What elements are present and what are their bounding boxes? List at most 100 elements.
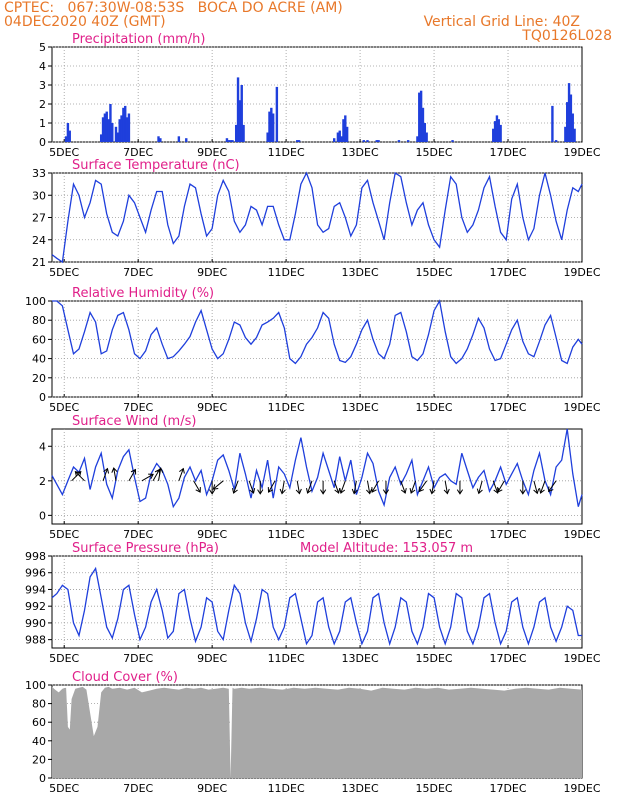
precip-bar bbox=[127, 113, 131, 142]
y-tick-label: 40 bbox=[32, 353, 46, 366]
precip-bar bbox=[101, 117, 105, 142]
precip-bar bbox=[234, 124, 238, 142]
wind-arrow bbox=[431, 480, 435, 494]
wind-arrow-head bbox=[103, 467, 110, 474]
wind-arrow bbox=[307, 480, 313, 494]
precip-bar bbox=[68, 130, 71, 142]
y-tick-label: 990 bbox=[25, 617, 46, 630]
y-tick-label: 100 bbox=[25, 679, 46, 692]
x-tick-label: 13DEC bbox=[342, 401, 379, 414]
y-tick-label: 996 bbox=[25, 567, 46, 580]
precip-bar bbox=[492, 128, 495, 142]
wind-arrow bbox=[233, 480, 239, 494]
wind-arrow-head bbox=[334, 488, 341, 494]
x-tick-label: 5DEC bbox=[49, 782, 79, 795]
precip-bar bbox=[567, 83, 571, 142]
y-tick-label: 0 bbox=[39, 509, 46, 522]
precip-bar bbox=[419, 90, 423, 142]
wind-arrow-head bbox=[111, 467, 118, 473]
x-tick-label: 11DEC bbox=[268, 266, 305, 279]
precip-bar bbox=[118, 119, 121, 142]
header-line1: CPTEC: 067:30W-08:53S BOCA DO ACRE (AM) bbox=[4, 0, 343, 16]
precip-bar bbox=[64, 136, 68, 142]
series-line bbox=[51, 428, 583, 509]
panel-subtitle: Model Altitude: 153.057 m bbox=[300, 541, 473, 556]
y-tick-label: 2 bbox=[39, 98, 46, 111]
y-tick-label: 988 bbox=[25, 634, 46, 647]
y-tick-label: 27 bbox=[32, 212, 46, 225]
x-tick-label: 17DEC bbox=[489, 782, 526, 795]
x-tick-label: 7DEC bbox=[123, 401, 153, 414]
precip-bar bbox=[451, 140, 454, 142]
wind-arrow bbox=[492, 480, 499, 494]
x-tick-label: 17DEC bbox=[489, 401, 526, 414]
x-tick-label: 7DEC bbox=[123, 266, 153, 279]
x-tick-label: 9DEC bbox=[197, 652, 227, 665]
precip-bar bbox=[416, 136, 419, 142]
precip-bar bbox=[423, 123, 427, 142]
wind-arrow bbox=[548, 480, 557, 492]
precip-bar bbox=[105, 111, 108, 142]
x-tick-label: 19DEC bbox=[563, 782, 600, 795]
precip-bar bbox=[111, 123, 114, 142]
precip-bar bbox=[497, 119, 500, 142]
wind-arrow bbox=[248, 480, 255, 494]
precip-bar bbox=[157, 136, 160, 142]
wind-arrow-head bbox=[418, 486, 425, 493]
panel-title: Surface Pressure (hPa) bbox=[72, 541, 219, 556]
wind-arrow bbox=[212, 480, 224, 490]
wind-arrow bbox=[333, 480, 340, 494]
x-tick-label: 17DEC bbox=[489, 528, 526, 541]
precip-bar bbox=[240, 85, 243, 142]
precip-bar bbox=[238, 100, 242, 142]
panel-title: Precipitation (mm/h) bbox=[72, 32, 205, 47]
wind-arrow-head bbox=[320, 489, 327, 495]
x-tick-label: 13DEC bbox=[342, 528, 379, 541]
precip-bar bbox=[493, 121, 497, 142]
wind-arrow-head bbox=[371, 487, 377, 493]
x-tick-label: 15DEC bbox=[416, 782, 453, 795]
wind-arrow bbox=[353, 480, 357, 494]
cloud-area bbox=[52, 686, 582, 778]
wind-arrow-head bbox=[533, 488, 540, 495]
y-tick-label: 4 bbox=[39, 60, 46, 73]
y-tick-label: 2 bbox=[39, 475, 46, 488]
x-tick-label: 11DEC bbox=[268, 652, 305, 665]
x-tick-label: 5DEC bbox=[49, 528, 79, 541]
wind-arrow-head bbox=[366, 488, 373, 495]
precip-bar bbox=[107, 119, 110, 142]
panel-1: 21 24 27 30 33 5DEC 7DEC 9DEC 11DEC 13DEC 15DEC 17D… bbox=[32, 158, 601, 279]
x-tick-label: 7DEC bbox=[123, 782, 153, 795]
precip-bar bbox=[99, 134, 103, 142]
x-tick-label: 9DEC bbox=[197, 266, 227, 279]
panel-3: 0 2 4 5DEC 7DEC 9DEC 11DEC 13DEC 15DEC 17DEC 19DEC… bbox=[39, 414, 601, 541]
precip-bar bbox=[551, 105, 554, 142]
precip-bar bbox=[336, 132, 340, 142]
y-tick-label: 40 bbox=[32, 735, 46, 748]
wind-arrow bbox=[113, 467, 117, 481]
panel-4: 988 990 992 994 996 998 5DEC 7DEC 9DEC 11DEC 13DEC… bbox=[25, 541, 601, 665]
precip-bar bbox=[573, 128, 576, 142]
panel-2: 0 20 40 60 80 100 5DEC 7DEC 9DEC 11DEC 13DEC 15DEC 1… bbox=[25, 286, 601, 414]
precip-bar bbox=[421, 107, 425, 142]
wind-arrow-head bbox=[179, 467, 185, 474]
precip-bar bbox=[406, 140, 410, 142]
precip-bar bbox=[109, 104, 112, 142]
precip-bar bbox=[103, 113, 107, 142]
wind-arrow-head bbox=[519, 489, 526, 495]
wind-arrow-head bbox=[195, 487, 201, 493]
y-tick-label: 80 bbox=[32, 698, 46, 711]
y-tick-label: 0 bbox=[39, 772, 46, 785]
precip-bar bbox=[66, 123, 70, 142]
panel-5: 0 20 40 60 80 100 5DEC 7DEC 9DEC 11DEC 13DEC 15DEC 1… bbox=[25, 670, 601, 795]
wind-arrow-head bbox=[295, 488, 302, 495]
precip-bar bbox=[270, 107, 273, 142]
wind-arrow-head bbox=[429, 488, 436, 495]
precip-bar bbox=[114, 126, 118, 142]
wind-arrow bbox=[178, 468, 184, 481]
precip-bar bbox=[268, 111, 271, 142]
x-tick-label: 9DEC bbox=[197, 146, 227, 159]
wind-arrow bbox=[444, 480, 448, 494]
precip-bar bbox=[122, 107, 125, 142]
precip-bar bbox=[296, 140, 299, 142]
